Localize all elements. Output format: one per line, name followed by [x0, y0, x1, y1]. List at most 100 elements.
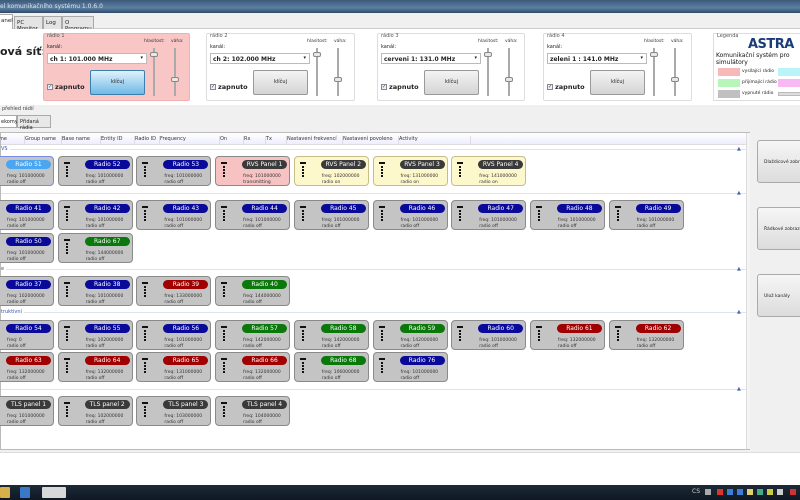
- radio-card[interactable]: Radio 48 freq: 101000000 radio off: [529, 200, 605, 230]
- radio-card[interactable]: Radio 52 freq: 101000000 radio off: [57, 156, 133, 186]
- radio-card[interactable]: RVS Panel 3 freq: 131000000 radio on: [372, 156, 448, 186]
- tray-window-icon[interactable]: [727, 489, 733, 495]
- column-header-cell[interactable]: Base name: [62, 136, 101, 145]
- enabled-checkbox[interactable]: ✓ zapnuto: [47, 83, 85, 91]
- radio-card[interactable]: Radio 64 freq: 132000000 radio off: [57, 352, 133, 382]
- enabled-checkbox[interactable]: ✓ zapnuto: [210, 83, 248, 91]
- radio-card[interactable]: Radio 76 freq: 101000000 radio off: [372, 352, 448, 382]
- channel-select[interactable]: ch 2: 102.000 MHz ▾: [210, 53, 310, 64]
- radio-card[interactable]: Radio 61 freq: 132000000 radio off: [529, 320, 605, 350]
- radio-card[interactable]: Radio 42 freq: 101000000 radio off: [57, 200, 133, 230]
- media-player-icon[interactable]: [20, 487, 30, 498]
- language-indicator[interactable]: CS: [692, 488, 700, 495]
- radio-card[interactable]: Radio 66 freq: 132000000 radio off: [215, 352, 291, 382]
- action-center-icon[interactable]: [790, 489, 796, 495]
- slider-thumb[interactable]: [505, 77, 513, 83]
- key-button[interactable]: klíčuj: [253, 70, 308, 95]
- channel-select[interactable]: ch 1: 101.000 MHz ▾: [47, 53, 147, 64]
- radio-card[interactable]: TLS panel 1 freq: 101000000 radio off: [0, 396, 54, 426]
- radio-card[interactable]: TLS panel 2 freq: 102000000 radio off: [57, 396, 133, 426]
- column-header-cell[interactable]: Activity: [399, 136, 471, 145]
- radio-card[interactable]: Radio 63 freq: 132000000 radio off: [0, 352, 54, 382]
- radio-card[interactable]: Radio 53 freq: 101000000 radio off: [136, 156, 212, 186]
- scrollbar[interactable]: [746, 133, 750, 449]
- radio-card[interactable]: Radio 58 freq: 142000000 radio off: [293, 320, 369, 350]
- key-button[interactable]: klíčuj: [90, 70, 145, 95]
- radio-card[interactable]: Radio 46 freq: 101000000 radio off: [372, 200, 448, 230]
- radio-card[interactable]: Radio 56 freq: 101000000 radio off: [136, 320, 212, 350]
- enabled-checkbox[interactable]: ✓ zapnuto: [547, 83, 585, 91]
- column-header-cell[interactable]: On: [220, 136, 244, 145]
- radio-card[interactable]: RVS Panel 4 freq: 141000000 radio on: [451, 156, 527, 186]
- tray-app-icon[interactable]: [717, 489, 723, 495]
- channel-select[interactable]: zeleni 1 : 141.0 MHz ▾: [547, 53, 647, 64]
- radio-card[interactable]: Radio 38 freq: 101000000 radio off: [57, 276, 133, 306]
- key-button[interactable]: klíčuj: [424, 70, 479, 95]
- column-header-cell[interactable]: Nastavení frekvencí: [287, 136, 343, 145]
- tile-view-button[interactable]: Dlaždicové zobrazení: [757, 140, 800, 183]
- tray-security-icon[interactable]: [767, 489, 773, 495]
- radio-card[interactable]: Radio 54 freq: 0 radio off: [0, 320, 54, 350]
- weight-slider[interactable]: [171, 48, 179, 96]
- radio-card[interactable]: Radio 60 freq: 101000000 radio off: [451, 320, 527, 350]
- column-header-cell[interactable]: Frequency: [160, 136, 220, 145]
- radio-card[interactable]: Radio 65 freq: 131000000 radio off: [136, 352, 212, 382]
- app-taskbar-icon[interactable]: [42, 487, 66, 498]
- radio-card[interactable]: Radio 41 freq: 101000000 radio off: [0, 200, 54, 230]
- save-channels-button[interactable]: Ulož kanály: [757, 274, 800, 317]
- column-header-cell[interactable]: me: [0, 136, 25, 145]
- collapse-icon[interactable]: ▲: [737, 146, 741, 152]
- volume-icon[interactable]: [777, 489, 783, 495]
- keyboard-icon[interactable]: [705, 489, 711, 495]
- slider-thumb[interactable]: [313, 52, 321, 58]
- tray-tool-icon[interactable]: [747, 489, 753, 495]
- network-icon[interactable]: [757, 489, 763, 495]
- volume-slider[interactable]: [650, 48, 658, 96]
- radio-card[interactable]: RVS Panel 2 freq: 102000000 radio on: [293, 156, 369, 186]
- radio-card[interactable]: RVS Panel 1 freq: 101000000 transmitting: [215, 156, 291, 186]
- volume-slider[interactable]: [150, 48, 158, 96]
- radio-card[interactable]: TLS panel 3 freq: 103000000 radio off: [136, 396, 212, 426]
- collapse-icon[interactable]: ▲: [737, 386, 741, 392]
- radio-card[interactable]: Radio 57 freq: 142000000 radio off: [215, 320, 291, 350]
- column-header-cell[interactable]: Group name: [25, 136, 62, 145]
- slider-thumb[interactable]: [671, 77, 679, 83]
- slider-thumb[interactable]: [650, 52, 658, 58]
- radio-card[interactable]: Radio 45 freq: 101000000 radio off: [293, 200, 369, 230]
- column-header-cell[interactable]: Nastavení povoleno: [343, 136, 399, 145]
- tab-pc-monitor[interactable]: PC Monitor: [14, 16, 43, 32]
- radio-card[interactable]: Radio 51 freq: 101000000 radio off: [0, 156, 54, 186]
- tray-window-icon[interactable]: [737, 489, 743, 495]
- slider-thumb[interactable]: [484, 52, 492, 58]
- radio-card[interactable]: Radio 62 freq: 132000000 radio off: [608, 320, 684, 350]
- channel-select[interactable]: cerveni 1: 131.0 MHz ▾: [381, 53, 481, 64]
- radio-card[interactable]: Radio 44 freq: 101000000 radio off: [215, 200, 291, 230]
- radio-card[interactable]: Radio 39 freq: 133000000 radio off: [136, 276, 212, 306]
- tab-log[interactable]: Log: [43, 16, 62, 29]
- tab-panel[interactable]: anel: [0, 14, 13, 29]
- weight-slider[interactable]: [505, 48, 513, 96]
- radio-card[interactable]: Radio 67 freq: 144000000 radio off: [57, 233, 133, 263]
- radio-card[interactable]: Radio 43 freq: 101000000 radio off: [136, 200, 212, 230]
- slider-thumb[interactable]: [334, 77, 342, 83]
- enabled-checkbox[interactable]: ✓ zapnuto: [381, 83, 419, 91]
- explorer-icon[interactable]: [0, 487, 10, 498]
- key-button[interactable]: klíčuj: [590, 70, 645, 95]
- radio-card[interactable]: Radio 40 freq: 144000000 radio off: [215, 276, 291, 306]
- collapse-icon[interactable]: ▲: [737, 190, 741, 196]
- column-header-cell[interactable]: Rx: [244, 136, 266, 145]
- radio-card[interactable]: Radio 55 freq: 102000000 radio off: [57, 320, 133, 350]
- radio-card[interactable]: Radio 50 freq: 101000000 radio off: [0, 233, 54, 263]
- radio-card[interactable]: Radio 59 freq: 142000000 radio off: [372, 320, 448, 350]
- weight-slider[interactable]: [334, 48, 342, 96]
- volume-slider[interactable]: [313, 48, 321, 96]
- slider-thumb[interactable]: [150, 52, 158, 58]
- radio-card[interactable]: Radio 49 freq: 101000000 radio off: [608, 200, 684, 230]
- collapse-icon[interactable]: ▲: [737, 266, 741, 272]
- weight-slider[interactable]: [671, 48, 679, 96]
- volume-slider[interactable]: [484, 48, 492, 96]
- tab-pridana-radia[interactable]: Přidaná rádia: [17, 115, 51, 131]
- slider-thumb[interactable]: [171, 77, 179, 83]
- radio-card[interactable]: Radio 47 freq: 101000000 radio off: [451, 200, 527, 230]
- radio-card[interactable]: Radio 68 freq: 106000000 radio off: [293, 352, 369, 382]
